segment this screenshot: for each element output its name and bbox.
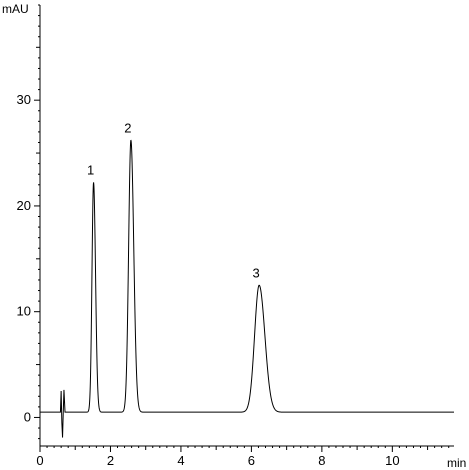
y-axis-unit-label: mAU bbox=[2, 2, 29, 16]
y-tick-label: 0 bbox=[24, 409, 31, 424]
x-tick-label: 4 bbox=[177, 453, 184, 468]
x-tick-label: 2 bbox=[107, 453, 114, 468]
chromatogram-trace bbox=[40, 139, 454, 438]
y-tick-label: 30 bbox=[17, 92, 31, 107]
x-tick-label: 0 bbox=[36, 453, 43, 468]
y-tick-label: 10 bbox=[17, 304, 31, 319]
y-tick-label: 20 bbox=[17, 198, 31, 213]
x-tick-label: 6 bbox=[248, 453, 255, 468]
peak-label: 3 bbox=[253, 265, 260, 280]
x-axis: 0 2 4 6 8 10 bbox=[36, 445, 454, 468]
y-axis: 0 10 20 30 bbox=[17, 4, 41, 446]
peak-label: 1 bbox=[87, 163, 94, 178]
peak-labels: 1 2 3 bbox=[87, 120, 260, 280]
x-tick-label: 10 bbox=[385, 453, 399, 468]
peak-label: 2 bbox=[124, 120, 131, 135]
x-axis-unit-label: min bbox=[447, 456, 466, 470]
x-tick-label: 8 bbox=[318, 453, 325, 468]
